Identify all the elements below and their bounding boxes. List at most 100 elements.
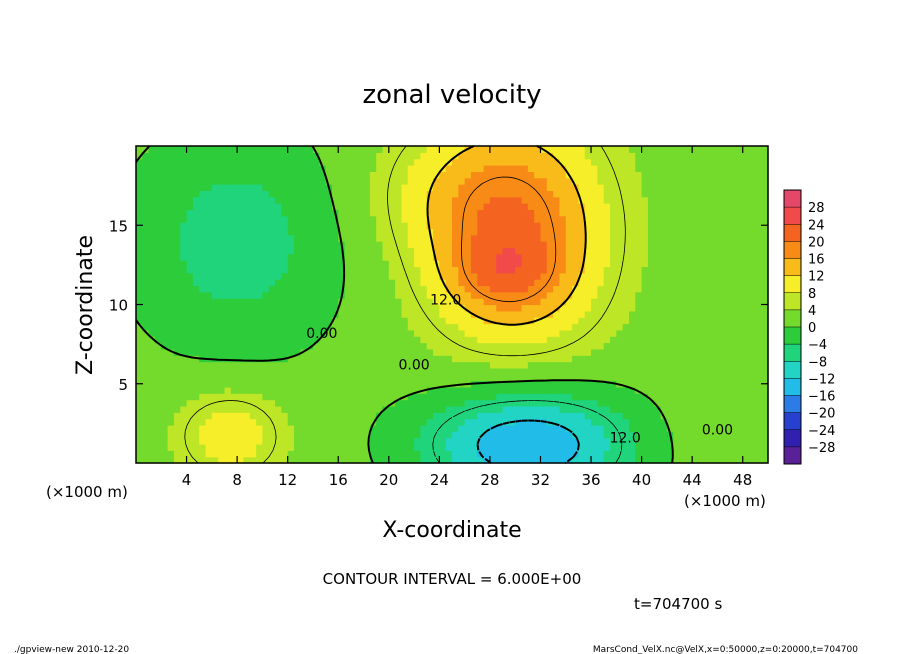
heatmap-cell [483, 310, 491, 318]
heatmap-cell [730, 253, 737, 261]
heatmap-cell [565, 431, 573, 439]
heatmap-cell [711, 190, 719, 198]
heatmap-cell [445, 228, 453, 236]
heatmap-cell [376, 399, 384, 407]
heatmap-cell [572, 247, 579, 255]
heatmap-cell [603, 380, 611, 388]
heatmap-cell [559, 367, 567, 375]
heatmap-cell [224, 361, 232, 369]
heatmap-cell [546, 437, 554, 445]
heatmap-cell [666, 405, 674, 413]
heatmap-cell [635, 266, 643, 274]
heatmap-cell [761, 152, 769, 160]
heatmap-cell [553, 291, 561, 299]
heatmap-cell [281, 222, 289, 230]
heatmap-cell [572, 152, 579, 160]
heatmap-cell [496, 247, 504, 255]
heatmap-cell [433, 361, 440, 369]
heatmap-cell [268, 298, 276, 306]
heatmap-cell [382, 399, 390, 407]
heatmap-cell [300, 253, 308, 261]
heatmap-cell [401, 329, 409, 337]
heatmap-cell [704, 450, 712, 458]
heatmap-cell [319, 260, 327, 268]
heatmap-cell [679, 260, 687, 268]
heatmap-cell [148, 247, 156, 255]
heatmap-cell [660, 437, 668, 445]
heatmap-cell [572, 424, 579, 432]
heatmap-cell [597, 367, 605, 375]
heatmap-cell [306, 355, 314, 363]
heatmap-cell [363, 380, 371, 388]
heatmap-cell [275, 272, 282, 280]
heatmap-cell [584, 222, 592, 230]
heatmap-cell [546, 285, 554, 293]
heatmap-cell [319, 317, 327, 325]
heatmap-cell [300, 450, 308, 458]
heatmap-cell [136, 228, 143, 236]
heatmap-cell [470, 291, 478, 299]
heatmap-cell [736, 336, 744, 344]
heatmap-cell [755, 196, 763, 204]
heatmap-cell [572, 228, 579, 236]
heatmap-cell [515, 171, 523, 179]
heatmap-cell [161, 234, 169, 242]
heatmap-cell [711, 418, 719, 426]
heatmap-cell [502, 260, 510, 268]
heatmap-cell [755, 399, 763, 407]
heatmap-cell [540, 412, 548, 420]
heatmap-cell [350, 310, 358, 318]
heatmap-cell [679, 329, 687, 337]
heatmap-cell [243, 317, 251, 325]
heatmap-cell [755, 234, 763, 242]
heatmap-cell [452, 171, 459, 179]
heatmap-cell [319, 190, 327, 198]
heatmap-cell [704, 304, 712, 312]
heatmap-cell [420, 361, 428, 369]
heatmap-cell [344, 222, 352, 230]
heatmap-cell [742, 146, 750, 153]
heatmap-cell [755, 152, 763, 160]
heatmap-cell [407, 279, 415, 287]
heatmap-cell [319, 222, 327, 230]
heatmap-cell [502, 405, 510, 413]
heatmap-cell [458, 177, 466, 185]
heatmap-cell [610, 146, 617, 153]
heatmap-cell [237, 456, 245, 464]
heatmap-cell [319, 386, 327, 394]
heatmap-cell [534, 348, 542, 356]
heatmap-cell [641, 399, 649, 407]
heatmap-cell [698, 329, 706, 337]
heatmap-cell [559, 279, 567, 287]
heatmap-cell [407, 329, 415, 337]
heatmap-cell [224, 367, 232, 375]
heatmap-cell [325, 152, 333, 160]
heatmap-cell [711, 431, 719, 439]
heatmap-cell [597, 393, 605, 401]
heatmap-cell [218, 329, 226, 337]
heatmap-cell [622, 424, 630, 432]
heatmap-cell [597, 158, 605, 166]
heatmap-cell [319, 380, 327, 388]
heatmap-cell [685, 424, 693, 432]
heatmap-cell [483, 424, 491, 432]
heatmap-cell [275, 177, 282, 185]
heatmap-cell [237, 215, 245, 223]
heatmap-cell [154, 196, 162, 204]
heatmap-cell [275, 184, 282, 191]
heatmap-cell [534, 342, 542, 350]
heatmap-cell [572, 405, 579, 413]
heatmap-cell [268, 304, 276, 312]
heatmap-cell [173, 412, 181, 420]
heatmap-cell [148, 279, 156, 287]
heatmap-cell [616, 298, 624, 306]
heatmap-cell [698, 399, 706, 407]
heatmap-cell [723, 146, 731, 153]
heatmap-cell [572, 234, 579, 242]
heatmap-cell [224, 456, 232, 464]
heatmap-cell [508, 222, 516, 230]
heatmap-cell [319, 310, 327, 318]
heatmap-cell [749, 272, 756, 280]
heatmap-cell [407, 380, 415, 388]
heatmap-cell [572, 393, 579, 401]
